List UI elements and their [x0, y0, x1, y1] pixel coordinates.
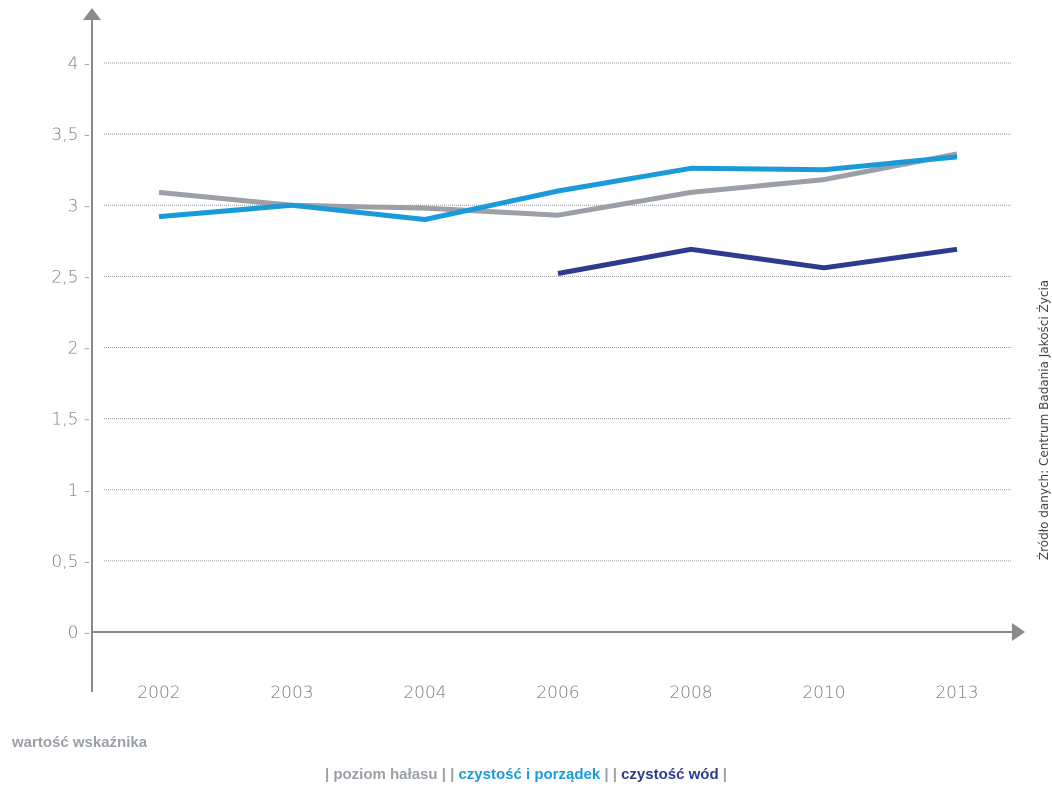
series-line-2: [557, 246, 958, 276]
axes: [83, 8, 1025, 692]
y-axis-arrow-icon: [83, 8, 101, 20]
y-tick-label: 0 -: [68, 623, 90, 643]
y-tick-label: 1,5 -: [51, 410, 90, 430]
series-lines: [158, 151, 958, 276]
y-tick-label: 3 -: [68, 196, 90, 216]
series-line-1: [158, 154, 958, 222]
x-axis-arrow-icon: [1012, 623, 1025, 641]
y-tick-label: 2 -: [68, 339, 90, 359]
x-tick-label: 2003: [270, 683, 313, 703]
source-note: Źródło danych: Centrum Badania Jakości Ż…: [1036, 280, 1051, 560]
y-tick-label: 4 -: [68, 54, 90, 74]
legend-separator: |: [324, 766, 334, 783]
legend-item-czystosc-wod: czystość wód: [621, 766, 719, 783]
x-tick-label: 2010: [802, 683, 845, 703]
y-tick-label: 0,5 -: [51, 552, 90, 572]
legend-separator: | |: [600, 766, 622, 783]
x-tick-label: 2002: [137, 683, 180, 703]
chart-caption: wartość wskaźnika: [12, 734, 148, 751]
x-axis-ticks: 2002 2003 2004 2006 2008 2010 2013: [137, 683, 978, 703]
y-tick-label: 3,5 -: [51, 125, 90, 145]
legend-separator: | |: [437, 766, 459, 783]
x-tick-label: 2004: [403, 683, 446, 703]
x-tick-label: 2008: [669, 683, 712, 703]
legend: | poziom hałasu | | czystość i porządek …: [0, 766, 1052, 783]
legend-separator: |: [718, 766, 727, 783]
grid-lines: [104, 62, 1012, 562]
legend-item-poziom-halasu: poziom hałasu: [333, 766, 438, 783]
y-axis-ticks: 0 - 0,5 - 1 - 1,5 - 2 - 2,5 - 3 - 3,5 - 4 -: [51, 54, 90, 643]
legend-item-czystosc-i-porzadek: czystość i porządek: [458, 766, 601, 783]
x-tick-label: 2013: [935, 683, 978, 703]
y-tick-label: 1 -: [68, 481, 90, 501]
y-tick-label: 2,5 -: [51, 267, 90, 287]
x-tick-label: 2006: [536, 683, 579, 703]
